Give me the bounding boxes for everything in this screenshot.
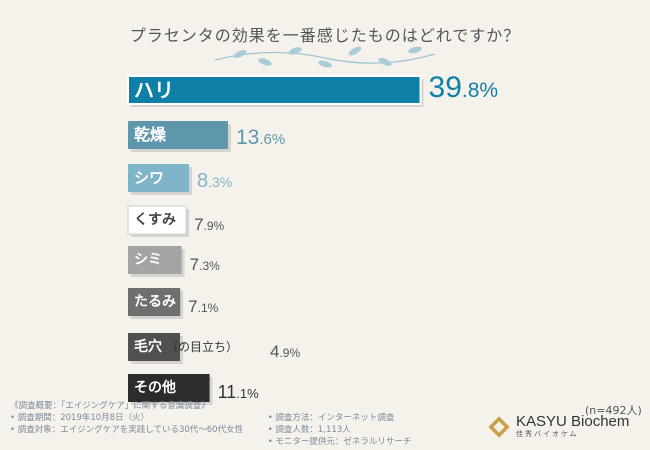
- bar-category-label: ハリ: [134, 80, 174, 100]
- sample-size: (n=492人): [585, 404, 642, 417]
- bar-value-label: 39.8%: [428, 71, 499, 104]
- bar-value-label: 13.6%: [235, 126, 286, 149]
- category-text: 乾燥: [134, 125, 167, 144]
- survey-period: • 調査期間：2019年10月8日（火）: [10, 413, 150, 423]
- category-text: ハリ: [134, 78, 174, 102]
- brand-logo: KASYU Biochem 佳秀バイオケム: [487, 414, 629, 439]
- brand-name: KASYU Biochem: [516, 413, 630, 430]
- bar-5: [128, 246, 182, 274]
- logo-icon: [488, 415, 510, 438]
- category-text: 毛穴: [134, 339, 162, 355]
- bar-category-label: シワ: [134, 168, 165, 187]
- bar-7: [128, 333, 180, 361]
- bar-category-label: たるみ: [134, 295, 176, 309]
- bar-value-label: 11.1%: [217, 382, 259, 402]
- bar-category-label: くすみ: [134, 213, 176, 227]
- survey-summary: 《調査概要：「エイジングケア」に関する意識調査》 • 調査期間：2019年10月…: [10, 400, 428, 448]
- bar-value-label: 7.1%: [188, 297, 219, 316]
- category-text: シミ: [134, 252, 162, 268]
- bar-3: [128, 164, 190, 192]
- bar-4: [127, 205, 187, 235]
- survey-count: • 調査人数：1,113人: [267, 425, 351, 435]
- survey-provider: • モニター提供元：ゼネラルリサーチ: [267, 437, 412, 447]
- bar-value-label: 7.3%: [189, 255, 220, 274]
- survey-header: 《調査概要：「エイジングケア」に関する意識調査》: [10, 401, 210, 411]
- bar-category-label: シミ: [134, 253, 162, 267]
- survey-method: • 調査方法：インターネット調査: [267, 413, 395, 423]
- brand-subtitle: 佳秀バイオケム: [516, 430, 579, 438]
- bar-1: [127, 75, 422, 105]
- bar-value-label: 7.9%: [194, 215, 225, 234]
- category-text: シワ: [134, 168, 165, 187]
- bar-2: [128, 121, 228, 149]
- category-text: その他: [134, 380, 176, 396]
- chart-title: プラセンタの効果を一番感じたものはどれですか？: [129, 26, 521, 45]
- bar-value-label: 8.3%: [197, 170, 233, 192]
- bar-value-label: 4.9%: [270, 342, 301, 361]
- bar-category-label: 毛穴 （の目立ち）: [134, 340, 238, 354]
- category-text: くすみ: [134, 212, 176, 228]
- bar-category-label: 乾燥: [134, 127, 166, 143]
- survey-target: • 調査対象：エイジングケアを実践している30代〜60代女性: [10, 425, 244, 435]
- vine-decoration: [214, 46, 436, 68]
- category-text: たるみ: [134, 294, 176, 310]
- bar-8: [128, 374, 210, 402]
- bar-category-label: その他: [134, 381, 176, 395]
- bar-6: [128, 288, 181, 316]
- category-note: （の目立ち）: [166, 340, 239, 354]
